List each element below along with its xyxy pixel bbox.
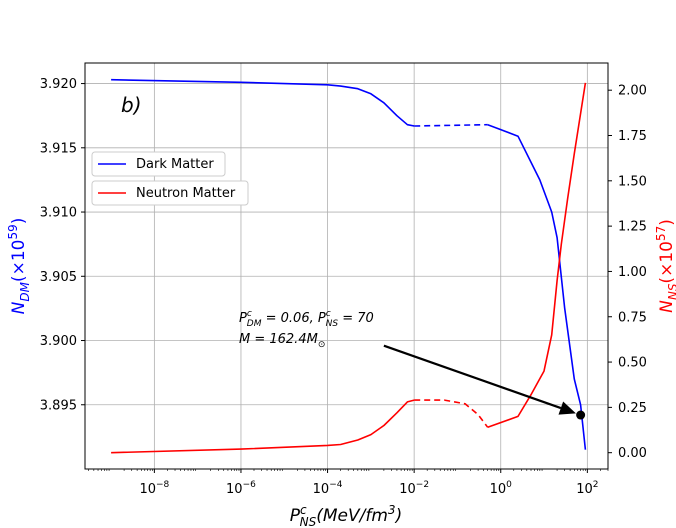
y-right-tick-label: 0.50 — [618, 356, 647, 371]
legend: Dark Matter Neutron Matter — [91, 151, 249, 206]
legend-box-dark-matter — [91, 151, 226, 177]
y-left-tick-label: 3.905 — [40, 270, 77, 285]
y-left-tick-label: 3.920 — [40, 77, 77, 92]
y-right-tick-label: 0.75 — [618, 310, 647, 325]
y-right-tick-label: 0.00 — [618, 446, 647, 461]
y-left-tick-label: 3.900 — [40, 334, 77, 349]
neutron-matter-line-dashed — [414, 399, 489, 428]
y-right-axis-label: NNS(×1057) — [654, 219, 676, 313]
dark-matter-line-dashed — [414, 123, 488, 127]
dark-matter-line-solid — [487, 123, 587, 450]
annotation-arrow-head — [558, 401, 576, 415]
y-right-tick-label: 1.75 — [618, 129, 647, 144]
y-right-tick-label: 1.50 — [618, 174, 647, 189]
annotation-point — [576, 410, 586, 420]
neutron-matter-line-solid — [111, 399, 415, 454]
y-right-tick-label: 1.25 — [618, 220, 647, 235]
y-right-tick-label: 1.00 — [618, 265, 647, 280]
annotation-line-1: Pc DM = 0.06, Pc NS = 70 — [239, 309, 374, 329]
grid — [85, 63, 608, 469]
dark-matter-line-solid — [111, 78, 415, 127]
x-tick-label: 102 — [576, 480, 598, 497]
y-left-tick-label: 3.895 — [40, 398, 77, 413]
x-tick-label: 10−2 — [399, 480, 429, 497]
y-right-tick-label: 0.25 — [618, 401, 647, 416]
series-lines — [111, 78, 587, 454]
neutron-matter-line-solid — [487, 82, 587, 429]
annotation-arrow — [383, 344, 562, 410]
plot-frame — [84, 62, 609, 470]
y-right-tick-label: 2.00 — [618, 84, 647, 99]
y-left-tick-label: 3.915 — [40, 141, 77, 156]
ticks: 10−8 10−6 10−4 10−2 100 102 3.895 3.900 3.905 3.9… — [40, 77, 647, 497]
x-tick-label: 100 — [490, 480, 513, 497]
panel-label: b) — [121, 93, 142, 117]
legend-label-dark-matter: Dark Matter — [136, 157, 214, 172]
x-tick-label: 10−4 — [313, 480, 343, 497]
x-tick-label: 10−8 — [139, 480, 169, 497]
annotation-line-2: M = 162.4M⊙ — [239, 332, 325, 350]
x-axis-label: Pc NS(MeV/fm3) — [290, 503, 402, 528]
y-left-tick-label: 3.910 — [40, 206, 77, 221]
annotation: Pc DM = 0.06, Pc NS = 70 M = 162.4M⊙ — [239, 309, 586, 420]
legend-label-neutron-matter: Neutron Matter — [136, 186, 236, 201]
legend-box-neutron-matter — [91, 180, 249, 206]
x-tick-label: 10−6 — [226, 480, 256, 497]
y-left-axis-label: NDM(×1059) — [6, 218, 32, 315]
